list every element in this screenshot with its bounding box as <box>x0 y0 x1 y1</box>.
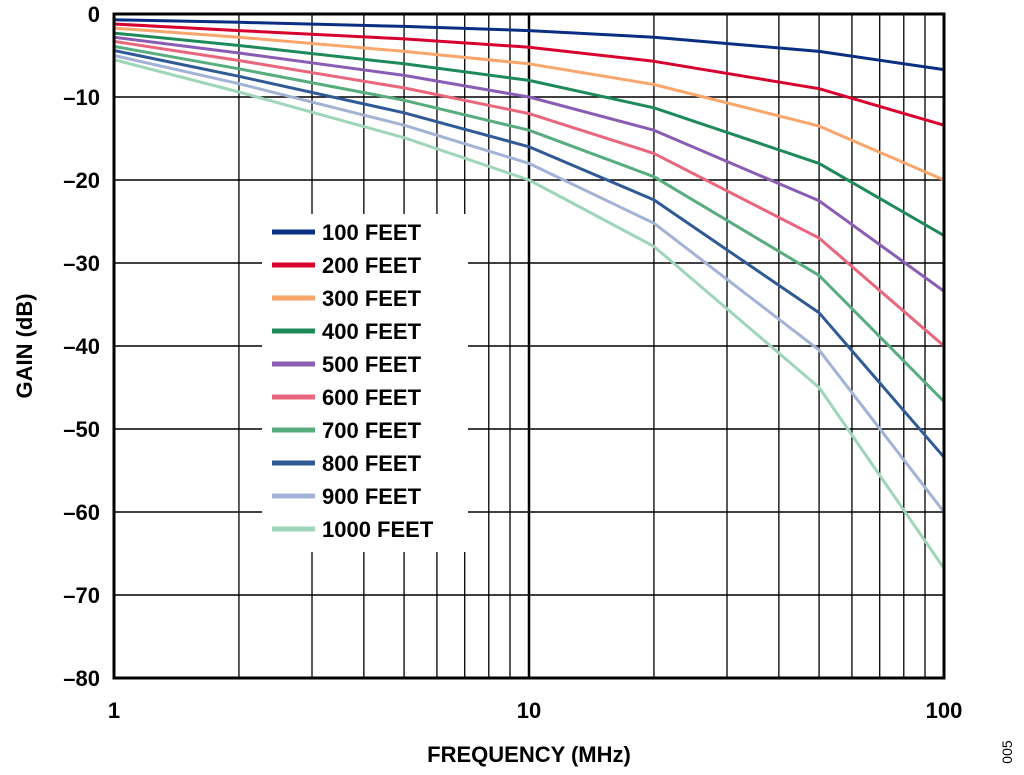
x-tick-label: 100 <box>926 698 963 723</box>
legend-label: 600 FEET <box>322 385 422 410</box>
legend-label: 200 FEET <box>322 253 422 278</box>
series-line <box>112 58 946 570</box>
series-lines <box>112 18 946 570</box>
x-axis-title: FREQUENCY (MHz) <box>427 742 631 767</box>
legend-label: 300 FEET <box>322 286 422 311</box>
legend-label: 1000 FEET <box>322 517 434 542</box>
series-line <box>112 31 946 238</box>
legend-label: 800 FEET <box>322 451 422 476</box>
y-tick-label: –60 <box>63 500 100 525</box>
y-tick-label: 0 <box>88 2 100 27</box>
series-line <box>112 26 946 182</box>
legend: 100 FEET 200 FEET 300 FEET 400 FEET 500 FEET… <box>262 214 468 552</box>
tick-labels: 0 –10 –20 –30 –40 –50 –60 –70 –80 1 10 100 <box>63 2 962 723</box>
y-tick-label: –50 <box>63 417 100 442</box>
figure-id-label: 005 <box>999 740 1015 764</box>
series-line <box>112 44 946 404</box>
series-line <box>112 35 946 293</box>
y-tick-label: –40 <box>63 334 100 359</box>
y-tick-label: –80 <box>63 666 100 691</box>
x-tick-label: 10 <box>517 698 541 723</box>
series-line <box>112 49 946 459</box>
y-tick-label: –10 <box>63 85 100 110</box>
legend-label: 700 FEET <box>322 418 422 443</box>
plot-frame <box>112 12 946 680</box>
y-tick-label: –20 <box>63 168 100 193</box>
legend-label: 500 FEET <box>322 352 422 377</box>
legend-label: 400 FEET <box>322 319 422 344</box>
series-line <box>112 18 946 72</box>
y-tick-label: –70 <box>63 583 100 608</box>
series-line <box>112 39 946 348</box>
x-tick-label: 1 <box>108 698 120 723</box>
legend-label: 900 FEET <box>322 484 422 509</box>
y-tick-label: –30 <box>63 251 100 276</box>
legend-label: 100 FEET <box>322 220 422 245</box>
y-axis-title: GAIN (dB) <box>12 293 37 398</box>
series-line <box>112 22 946 127</box>
series-line <box>112 54 946 514</box>
